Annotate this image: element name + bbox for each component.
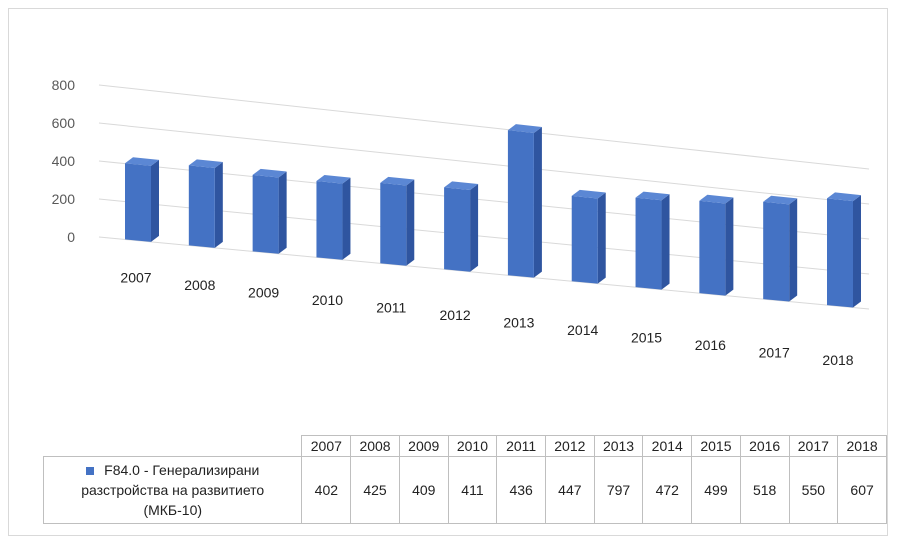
table-year-2016: 2016: [739, 435, 790, 457]
bar-top: [380, 176, 415, 186]
table-year-2018: 2018: [837, 435, 887, 457]
bar-side: [789, 198, 798, 302]
table-value-2012: 447: [544, 456, 595, 524]
table-value-2016: 518: [739, 456, 790, 524]
legend-swatch: [86, 467, 95, 476]
table-year-2009: 2009: [398, 435, 449, 457]
bar-top: [252, 168, 287, 178]
table-year-2014: 2014: [642, 435, 693, 457]
y-tick-label: 800: [52, 77, 76, 93]
bar-side: [151, 159, 159, 242]
bar-side: [406, 179, 415, 266]
table-value-2007: 402: [301, 456, 352, 524]
gridline: [98, 198, 870, 275]
bar-top: [763, 195, 798, 205]
table-year-2017: 2017: [788, 435, 839, 457]
x-tick-label: 2010: [312, 292, 343, 308]
bar-side: [853, 195, 861, 308]
bar: [316, 180, 343, 260]
table-year-2008: 2008: [350, 435, 400, 457]
table-value-2017: 550: [788, 456, 839, 524]
x-tick-label: 2012: [440, 307, 471, 323]
x-tick-label: 2014: [567, 322, 598, 338]
table-value-2010: 411: [447, 456, 498, 524]
x-tick-label: 2018: [822, 352, 853, 368]
bar-side: [661, 194, 670, 290]
bar: [699, 200, 726, 296]
bar: [635, 197, 662, 290]
x-tick-label: 2015: [631, 329, 662, 345]
table-values-row: F84.0 - Генерализирани разстройства на р…: [42, 456, 887, 524]
table-year-2007: 2007: [301, 435, 352, 457]
bar-side: [725, 197, 734, 296]
bar-top: [699, 194, 734, 204]
gridline: [98, 236, 870, 310]
bar-top: [125, 157, 159, 166]
x-tick-label: 2013: [503, 314, 534, 330]
table-header-row: 2007 2008 2009 2010 2011 2012 2013 2014 …: [43, 435, 887, 457]
gridline: [98, 160, 870, 240]
x-tick-label: 2016: [695, 337, 726, 353]
bar: [125, 163, 151, 242]
bar: [827, 198, 853, 308]
bar-top: [635, 191, 670, 201]
table-value-2018: 607: [837, 456, 887, 524]
bar-top: [571, 189, 606, 199]
bar: [571, 195, 598, 284]
table-value-2014: 472: [642, 456, 693, 524]
bar-top: [827, 192, 861, 202]
table-value-2011: 436: [496, 456, 546, 524]
bar: [763, 201, 790, 302]
table-value-2013: 797: [593, 456, 644, 524]
legend-series-label: F84.0 - Генерализирани разстройства на р…: [42, 456, 303, 524]
bar-side: [214, 162, 223, 248]
y-tick-label: 400: [52, 153, 76, 169]
table-value-2008: 425: [350, 456, 400, 524]
bar-side: [533, 126, 542, 278]
series-label-line-2: разстройства на развитието: [81, 482, 265, 498]
bar-top: [188, 159, 223, 169]
table-year-2011: 2011: [496, 435, 546, 457]
bar-side: [342, 177, 351, 260]
bar-top: [444, 181, 479, 191]
bar: [444, 187, 471, 272]
y-tick-label: 200: [52, 191, 76, 207]
series-label-line-3: (МКБ-10): [143, 502, 203, 518]
bar: [252, 174, 279, 254]
x-tick-label: 2011: [376, 300, 406, 316]
bar-side: [278, 171, 287, 254]
x-tick-label: 2017: [759, 344, 790, 360]
table-year-2010: 2010: [447, 435, 498, 457]
bar-top: [316, 174, 351, 184]
x-tick-label: 2007: [120, 270, 151, 286]
bar-side: [597, 192, 606, 284]
chart-area: 0 200 400 600 800 2007 2008 2009 2010 2011 2012 201…: [8, 8, 888, 536]
x-tick-label: 2009: [248, 285, 279, 301]
gridline: [98, 122, 870, 205]
bar: [188, 165, 215, 248]
series-label-line-1: F84.0 - Генерализирани: [104, 462, 260, 478]
y-tick-label: 0: [67, 229, 75, 245]
table-year-2015: 2015: [691, 435, 741, 457]
table-value-2015: 499: [691, 456, 741, 524]
bar-top: [507, 124, 542, 133]
bar-chart: 0 200 400 600 800 2007 2008 2009 2010 2011 2012 201…: [52, 77, 870, 368]
bar: [507, 130, 534, 278]
y-tick-label: 600: [52, 115, 76, 131]
data-table: 2007 2008 2009 2010 2011 2012 2013 2014 …: [42, 435, 887, 524]
gridline: [98, 84, 870, 170]
table-year-2013: 2013: [593, 435, 644, 457]
bar-side: [470, 184, 479, 272]
table-corner: [43, 435, 303, 457]
table-year-2012: 2012: [544, 435, 595, 457]
bar: [380, 182, 407, 266]
x-tick-label: 2008: [184, 277, 215, 293]
table-value-2009: 409: [398, 456, 449, 524]
